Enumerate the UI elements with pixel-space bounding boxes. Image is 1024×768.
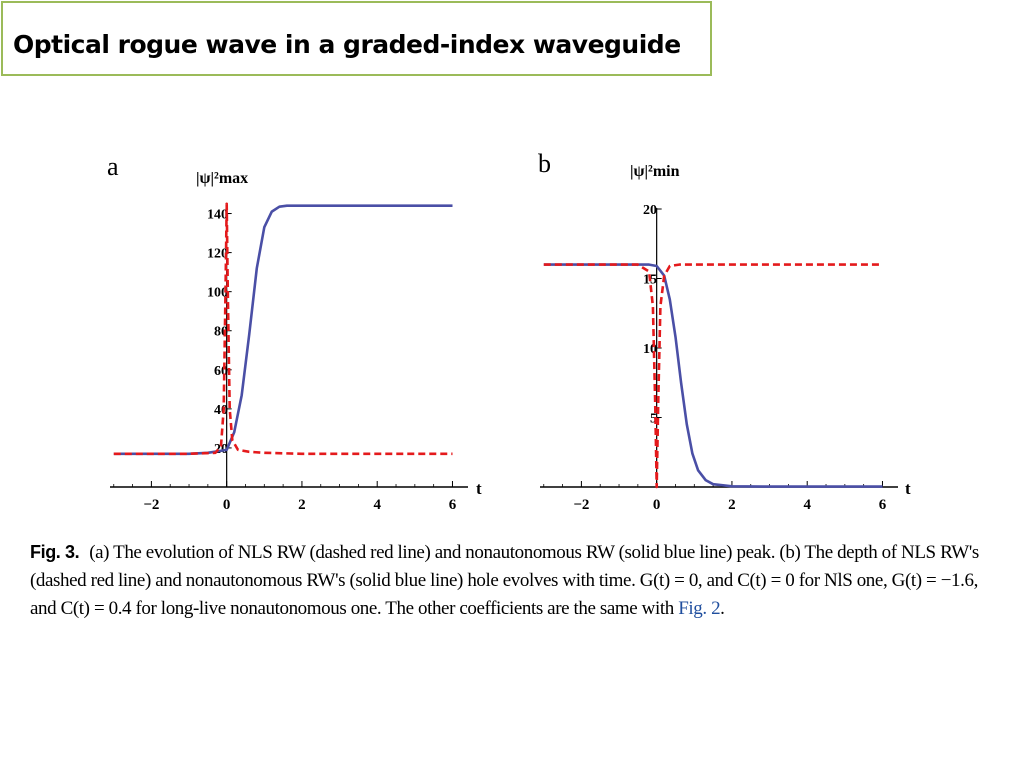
panel-b-y-label: |ψ|²min xyxy=(630,163,680,180)
panel-b-x-tick-label: 4 xyxy=(803,497,811,513)
panel-a-x-tick-label: 4 xyxy=(373,497,381,513)
title-box: Optical rogue wave in a graded-index wav… xyxy=(1,1,712,76)
panel-a-y-tick-label: 60 xyxy=(214,364,228,379)
panel-a-series-blue-solid xyxy=(113,204,453,456)
panel-a-x-label: t xyxy=(476,479,482,498)
panel-a-x-tick-label: −2 xyxy=(143,497,159,513)
caption-text: (a) The evolution of NLS RW (dashed red … xyxy=(30,542,979,619)
caption-label: Fig. 3. xyxy=(30,542,80,562)
panel-a-x-tick-label: 2 xyxy=(298,497,306,513)
panel-b-y-tick-label: 5 xyxy=(650,412,657,427)
panel-b-y-tick-label: 20 xyxy=(643,203,657,218)
caption-fig-link[interactable]: Fig. 2 xyxy=(678,598,721,619)
panel-a-y-tick-label: 100 xyxy=(207,286,228,301)
panel-a-y-tick-label: 20 xyxy=(214,442,228,457)
panel-a-x-tick-label: 6 xyxy=(449,497,457,513)
panel-a-label: a xyxy=(107,152,119,181)
panel-a-y-tick-label: 120 xyxy=(207,247,228,262)
panel-a-y-tick-label: 140 xyxy=(207,208,228,223)
panel-b-series-red-dashed xyxy=(543,263,883,489)
panel-b-x-label: t xyxy=(905,479,911,498)
panel-b-x-tick-label: 6 xyxy=(879,497,887,513)
caption-end: . xyxy=(720,598,725,619)
panel-b-x-tick-label: 0 xyxy=(653,497,661,513)
panel-b-x-tick-label: −2 xyxy=(573,497,589,513)
panel-a-y-label: |ψ|²max xyxy=(196,170,248,187)
figure-caption: Fig. 3. (a) The evolution of NLS RW (dash… xyxy=(30,538,1005,623)
panel-b-label: b xyxy=(538,149,551,178)
panel-b-series-blue-solid xyxy=(543,263,883,488)
panel-b-x-tick-label: 2 xyxy=(728,497,736,513)
slide-title: Optical rogue wave in a graded-index wav… xyxy=(13,30,681,59)
panel-a-y-tick-label: 40 xyxy=(214,403,228,418)
panel-a-x-tick-label: 0 xyxy=(223,497,231,513)
panel-a-series-red-dashed xyxy=(113,202,453,456)
